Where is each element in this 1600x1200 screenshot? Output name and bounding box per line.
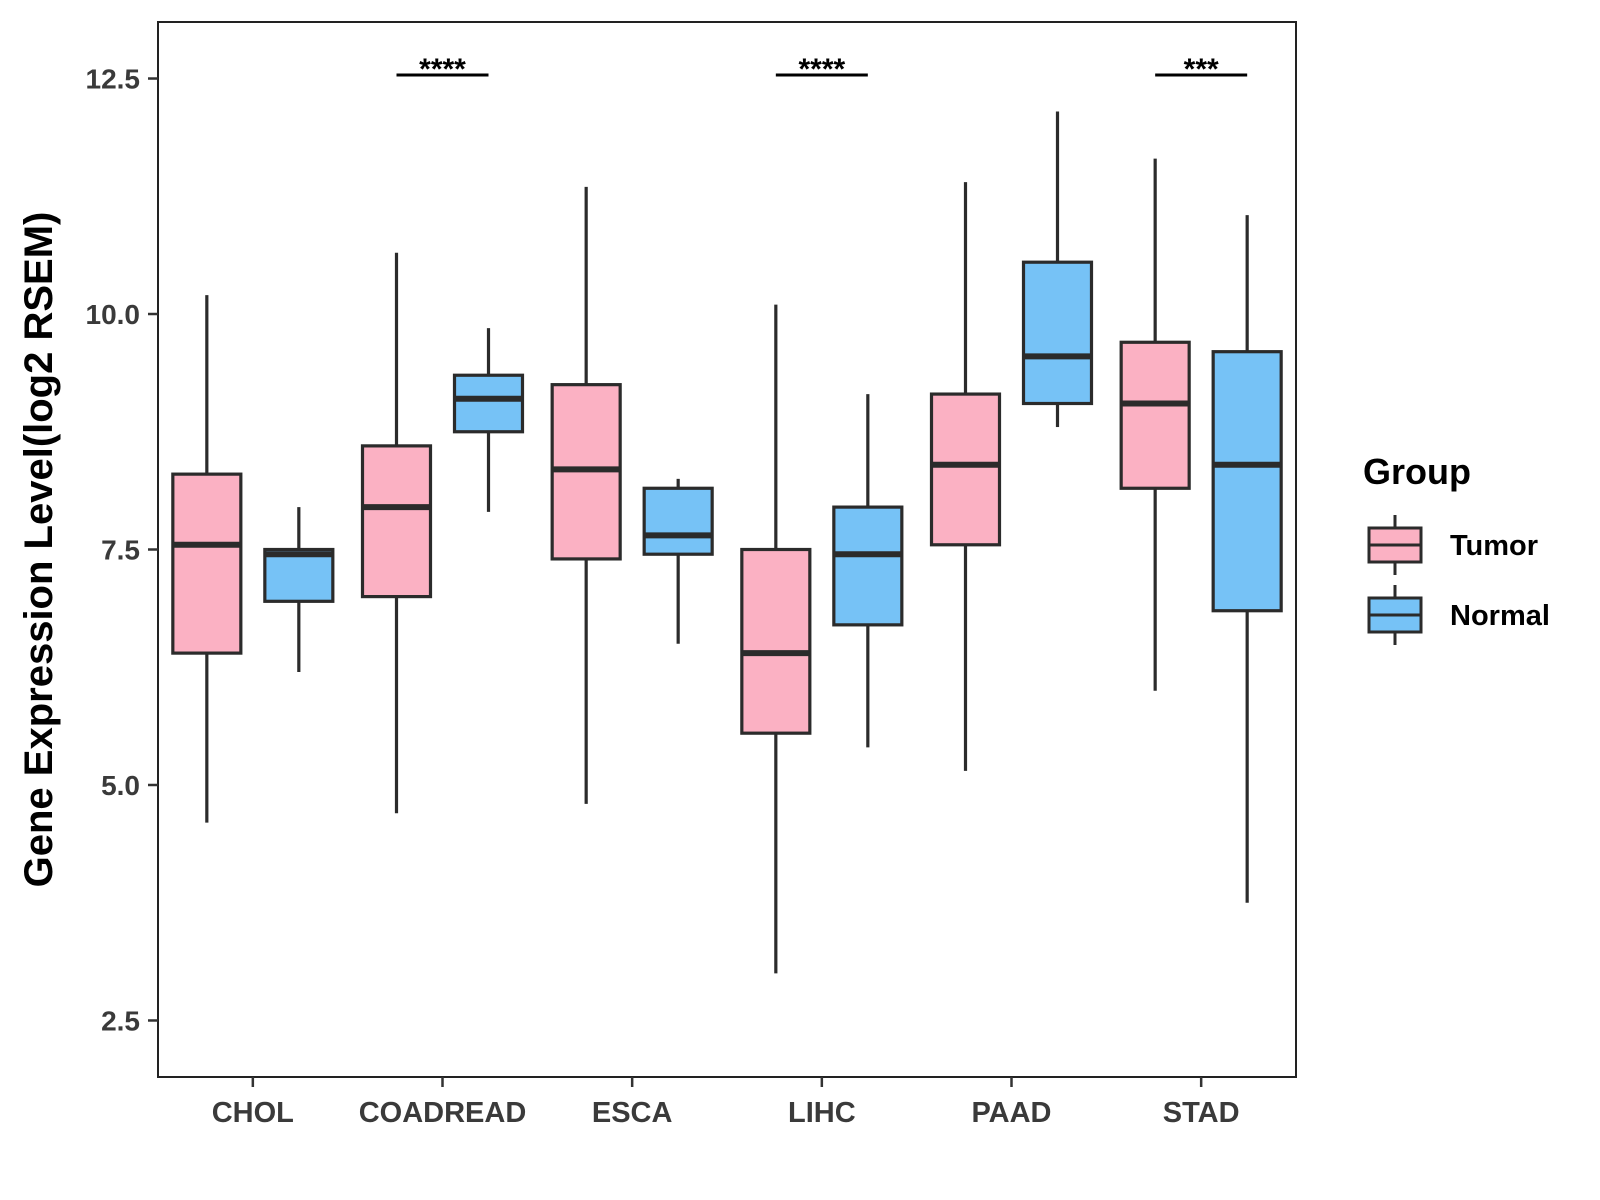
plot-panel [157,21,1297,1078]
box-normal-esca [642,478,714,644]
box-iqr [832,505,904,627]
box-normal-coadread [452,328,525,512]
box-iqr [452,373,525,434]
box-tumor-stad [1119,158,1191,691]
y-axis-label: Gene Expression Level(log2 RSEM) [17,212,61,888]
box-iqr [360,444,433,599]
x-tick-label: PAAD [971,1097,1051,1129]
significance-label: **** [419,53,466,86]
box-tumor-lihc [740,304,812,974]
x-axis: CHOL COADREAD ESCA LIHC PAAD STAD [212,1077,1240,1129]
box-iqr [171,472,243,655]
x-tick-label: LIHC [788,1097,856,1129]
significance-label: *** [1184,53,1219,86]
legend-item-tumor: Tumor [1367,515,1538,575]
box-iqr [929,392,1002,547]
y-axis: 2.5 5.0 7.5 10.0 12.5 [86,64,158,1036]
significance-annotations: **** **** *** [396,53,1248,86]
box-iqr [1211,350,1283,613]
y-tick-label: 10.0 [86,299,141,330]
legend-label: Normal [1450,600,1550,632]
x-tick-label: ESCA [592,1097,673,1129]
legend-title: Group [1363,451,1471,492]
x-tick-label: STAD [1163,1097,1240,1129]
box-iqr [1021,260,1094,406]
box-normal-chol [263,507,335,672]
box-tumor-esca [550,186,622,804]
box-normal-lihc [832,394,904,748]
box-iqr [642,486,714,556]
box-tumor-paad [929,182,1002,771]
y-tick-label: 2.5 [101,1005,140,1036]
box-iqr [1119,340,1191,490]
y-tick-label: 12.5 [86,64,141,95]
box-normal-stad [1211,215,1283,903]
box-tumor-chol [171,295,243,823]
x-tick-label: CHOL [212,1097,294,1129]
box-normal-paad [1021,111,1094,428]
box-iqr [740,547,812,735]
box-tumor-coadread [360,252,433,814]
y-tick-label: 5.0 [101,770,140,801]
x-tick-label: COADREAD [359,1097,527,1129]
legend-label: Tumor [1450,530,1538,562]
significance-label: **** [798,53,845,86]
box-series [171,111,1283,974]
box-iqr [263,547,335,603]
legend-item-normal: Normal [1367,585,1550,645]
y-tick-label: 7.5 [101,535,140,566]
legend: Group Tumor Normal [1363,451,1550,645]
